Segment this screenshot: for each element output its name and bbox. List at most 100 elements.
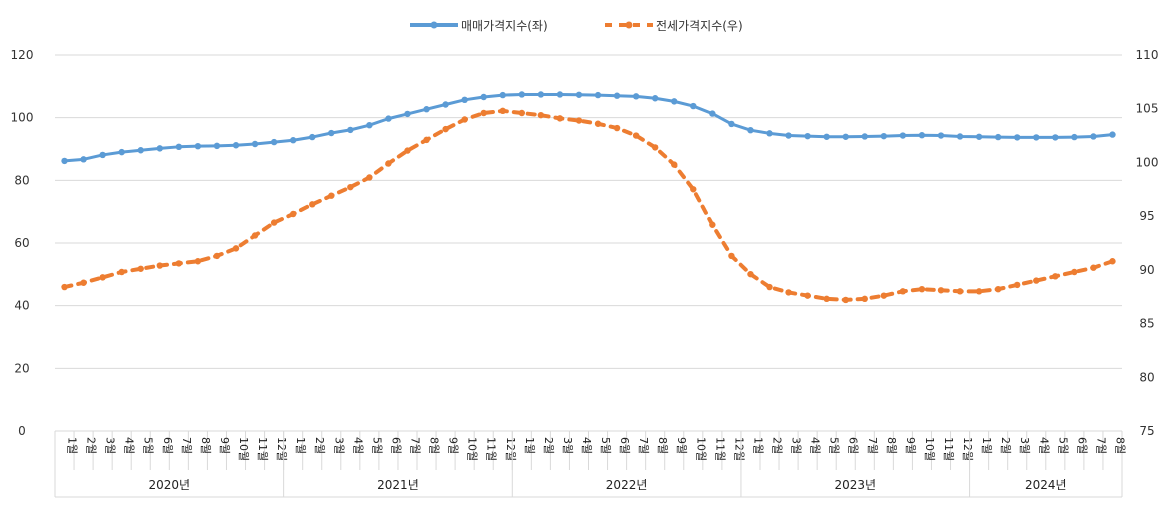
data-point-jeonse-index bbox=[728, 252, 735, 260]
data-point-jeonse-index bbox=[537, 111, 545, 119]
data-point-jeonse-index bbox=[328, 192, 335, 199]
month-label: 2월 bbox=[85, 437, 98, 454]
month-label: 10월 bbox=[694, 437, 707, 461]
data-point-sale-index bbox=[918, 132, 926, 139]
data-point-jeonse-index bbox=[899, 288, 907, 295]
legend-label-sale-index: 매매가격지수(좌) bbox=[461, 19, 548, 33]
month-label: 1월 bbox=[294, 437, 307, 454]
data-point-sale-index bbox=[975, 133, 983, 140]
month-label: 1월 bbox=[751, 437, 764, 454]
data-point-jeonse-index bbox=[423, 136, 430, 144]
data-point-sale-index bbox=[194, 142, 202, 150]
data-point-jeonse-index bbox=[575, 117, 583, 124]
left-axis-tick-label: 80 bbox=[14, 173, 29, 187]
month-label: 4월 bbox=[123, 437, 136, 454]
data-point-sale-index bbox=[537, 91, 545, 98]
data-point-jeonse-index bbox=[690, 186, 697, 193]
data-point-jeonse-index bbox=[747, 270, 754, 278]
month-label: 11월 bbox=[256, 437, 269, 461]
right-axis-tick-label: 80 bbox=[1139, 370, 1154, 384]
month-label: 2월 bbox=[542, 437, 555, 454]
legend-marker-jeonse-index bbox=[625, 21, 633, 29]
data-point-jeonse-index bbox=[804, 292, 811, 299]
data-point-sale-index bbox=[1071, 133, 1078, 141]
data-point-jeonse-index bbox=[499, 107, 506, 115]
data-point-sale-index bbox=[61, 157, 68, 165]
left-axis-tick-label: 40 bbox=[14, 299, 29, 313]
right-axis-tick-label: 75 bbox=[1139, 424, 1154, 438]
data-point-sale-index bbox=[404, 110, 411, 118]
month-label: 7월 bbox=[637, 437, 650, 454]
data-point-sale-index bbox=[575, 91, 583, 98]
data-point-sale-index bbox=[232, 142, 240, 149]
data-point-sale-index bbox=[651, 95, 659, 102]
data-point-sale-index bbox=[461, 96, 468, 104]
month-label: 9월 bbox=[447, 437, 460, 454]
month-label: 11월 bbox=[485, 437, 498, 461]
month-label: 12월 bbox=[732, 437, 745, 461]
data-point-sale-index bbox=[823, 133, 830, 140]
data-point-jeonse-index bbox=[137, 265, 144, 272]
data-point-sale-index bbox=[956, 133, 964, 140]
month-label: 7월 bbox=[180, 437, 193, 454]
right-axis-tick-label: 100 bbox=[1136, 155, 1159, 169]
data-point-sale-index bbox=[328, 129, 335, 137]
data-point-jeonse-index bbox=[785, 289, 792, 296]
data-point-sale-index bbox=[366, 121, 373, 129]
month-label: 8월 bbox=[199, 437, 212, 454]
data-point-sale-index bbox=[347, 126, 354, 134]
data-point-jeonse-index bbox=[385, 160, 392, 167]
month-label: 7월 bbox=[866, 437, 879, 454]
data-point-sale-index bbox=[766, 130, 773, 137]
month-label: 4월 bbox=[809, 437, 822, 454]
year-label: 2022년 bbox=[606, 478, 648, 492]
data-point-jeonse-index bbox=[1052, 273, 1059, 280]
data-point-jeonse-index bbox=[994, 285, 1002, 293]
data-point-sale-index bbox=[385, 115, 392, 122]
right-axis-tick-label: 105 bbox=[1136, 102, 1159, 116]
data-point-jeonse-index bbox=[289, 210, 297, 218]
month-label: 10월 bbox=[923, 437, 936, 461]
year-label: 2023년 bbox=[834, 478, 876, 492]
data-point-jeonse-index bbox=[651, 144, 659, 151]
data-point-jeonse-index bbox=[937, 287, 945, 294]
month-label: 11월 bbox=[713, 437, 726, 461]
data-point-sale-index bbox=[671, 98, 678, 105]
data-point-sale-index bbox=[518, 91, 526, 98]
month-label: 8월 bbox=[1113, 437, 1126, 454]
month-label: 8월 bbox=[428, 437, 441, 454]
data-point-sale-index bbox=[309, 133, 316, 141]
data-point-sale-index bbox=[442, 101, 449, 108]
data-point-sale-index bbox=[690, 102, 697, 110]
data-point-jeonse-index bbox=[442, 125, 449, 133]
data-point-sale-index bbox=[270, 138, 278, 146]
axes: 0 20 40 60 80 100 120 75 80 85 90 95 100 105 110 2020년 1… bbox=[11, 48, 1159, 498]
data-point-sale-index bbox=[251, 140, 259, 148]
data-point-jeonse-index bbox=[861, 295, 868, 303]
data-point-sale-index bbox=[594, 91, 602, 99]
data-point-sale-index bbox=[480, 93, 487, 101]
month-label: 10월 bbox=[237, 437, 250, 461]
data-point-jeonse-index bbox=[80, 279, 87, 286]
data-point-jeonse-index bbox=[594, 120, 602, 127]
month-label: 5월 bbox=[828, 437, 841, 454]
data-point-sale-index bbox=[785, 132, 792, 139]
data-point-sale-index bbox=[899, 132, 907, 139]
data-point-jeonse-index bbox=[118, 268, 125, 276]
month-label: 2월 bbox=[771, 437, 784, 454]
data-point-jeonse-index bbox=[975, 288, 983, 295]
series-line-sale-index bbox=[63, 92, 1114, 163]
month-label: 9월 bbox=[675, 437, 688, 454]
data-point-sale-index bbox=[1033, 134, 1040, 141]
data-point-jeonse-index bbox=[842, 296, 849, 304]
data-point-jeonse-index bbox=[613, 124, 621, 132]
data-point-jeonse-index bbox=[918, 285, 926, 293]
data-point-jeonse-index bbox=[213, 252, 221, 260]
data-point-sale-index bbox=[632, 93, 640, 100]
left-axis-tick-label: 100 bbox=[11, 111, 34, 125]
data-point-jeonse-index bbox=[632, 132, 640, 139]
data-point-sale-index bbox=[747, 127, 754, 134]
year-label: 2021년 bbox=[377, 478, 419, 492]
